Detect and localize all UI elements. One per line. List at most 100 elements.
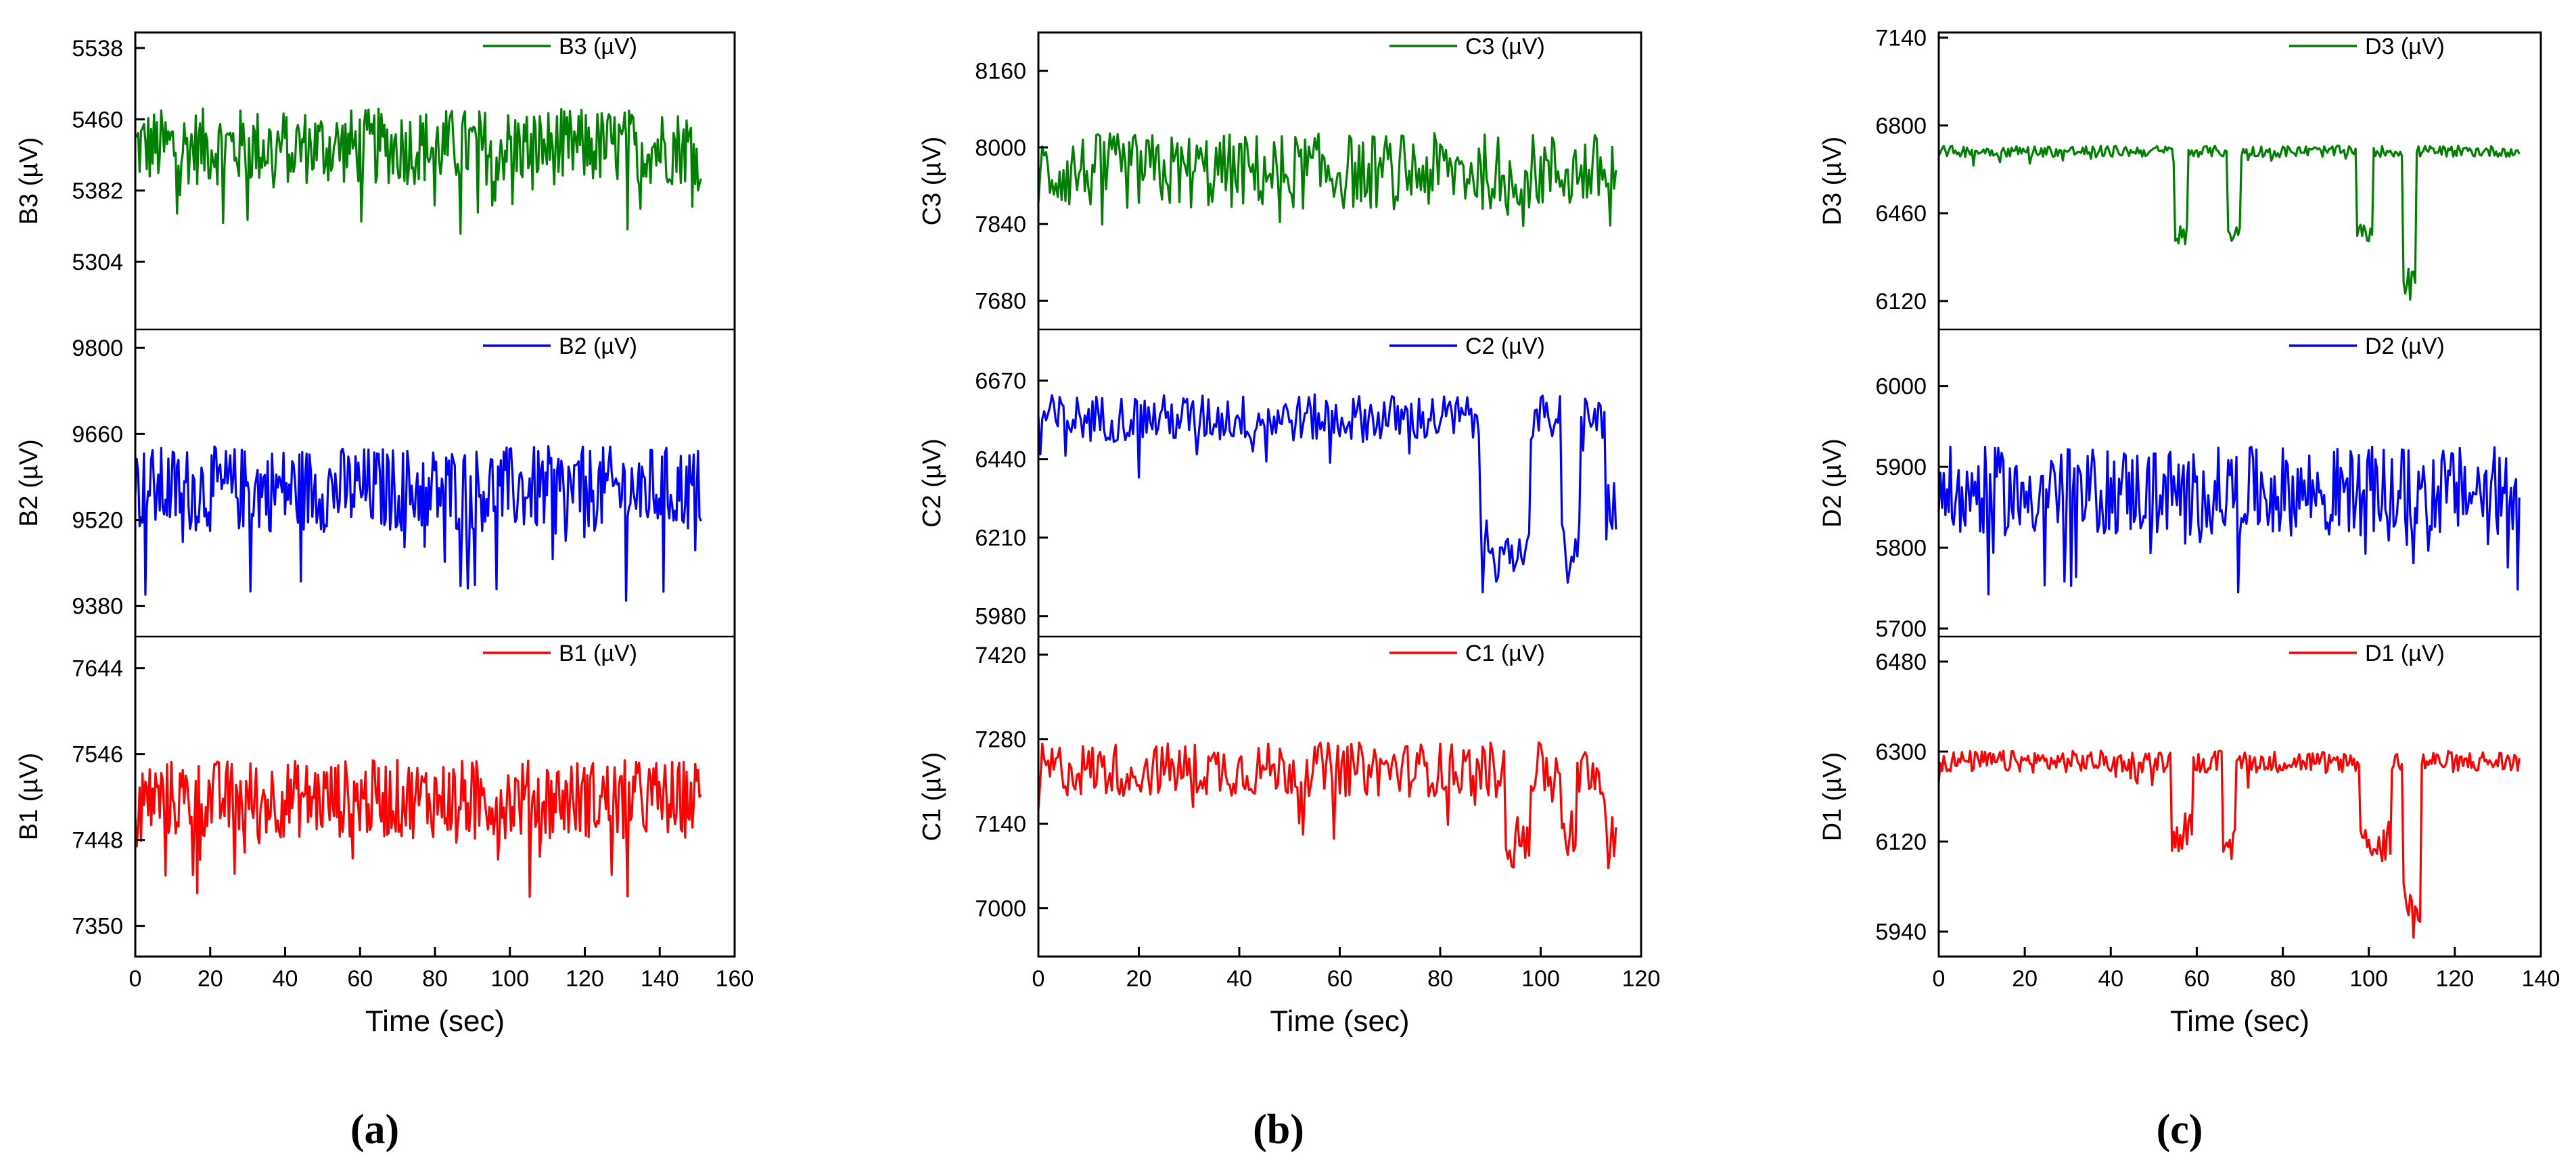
- x-axis-label: Time (sec): [2170, 1005, 2309, 1038]
- series-line-c2: [1037, 393, 1617, 594]
- y-tick-label: 5460: [72, 107, 123, 133]
- subplot-c3: 7680 7840 8000 8160 C3 (µV) C3 (µV): [918, 34, 1617, 315]
- y-tick-label: 7280: [975, 727, 1026, 753]
- subplot-c1: 7000 7140 7280 7420 C1 (µV) C1 (µV): [918, 635, 1641, 922]
- plot-frame: [1937, 31, 2542, 958]
- x-tick-label: 80: [1427, 966, 1453, 992]
- y-axis-label: B2 (µV): [15, 439, 43, 527]
- panel-b: 7680 7840 8000 8160 C3 (µV) C3 (µV) 5980 6210 64…: [918, 31, 1661, 1153]
- panel-tag: (b): [1253, 1107, 1304, 1153]
- x-tick-label: 60: [347, 966, 373, 992]
- y-tick-label: 6120: [1875, 289, 1927, 315]
- legend-label: D1 (µV): [2365, 641, 2445, 666]
- x-tick-label: 0: [129, 966, 142, 992]
- legend-label: B3 (µV): [559, 34, 637, 60]
- x-tick-label: 80: [422, 966, 448, 992]
- x-tick-label: 100: [2349, 966, 2388, 992]
- x-tick-label: 40: [273, 966, 298, 992]
- y-tick-label: 5980: [975, 604, 1026, 630]
- y-tick-label: 5900: [1875, 455, 1927, 480]
- y-axis-label: C2 (µV): [918, 438, 946, 528]
- x-tick-label: 120: [566, 966, 604, 992]
- y-tick-label: 7140: [1875, 26, 1927, 51]
- y-tick-label: 6300: [1875, 739, 1927, 765]
- y-tick-label: 6800: [1875, 113, 1927, 139]
- y-tick-label: 7000: [975, 896, 1026, 922]
- y-tick-label: 6670: [975, 369, 1026, 394]
- subplot-b1: 7350 7448 7546 7644 B1 (µV) B1 (µV): [15, 635, 735, 940]
- y-axis-label: B3 (µV): [15, 137, 43, 225]
- legend-label: C2 (µV): [1465, 334, 1545, 359]
- panel-c: 6120 6460 6800 7140 D3 (µV) D3 (µV) 5700 5800 59…: [1818, 26, 2560, 1153]
- y-tick-label: 7140: [975, 812, 1026, 837]
- series-line-d1: [1937, 750, 2521, 939]
- y-tick-label: 7644: [72, 656, 123, 682]
- y-tick-label: 7420: [975, 643, 1026, 668]
- y-tick-label: 5700: [1875, 616, 1927, 642]
- x-tick-label: 120: [1622, 966, 1661, 992]
- y-tick-label: 6120: [1875, 829, 1927, 855]
- series-line-d3: [1937, 144, 2521, 301]
- series-line-c1: [1037, 741, 1617, 869]
- y-tick-label: 9520: [72, 507, 123, 533]
- y-tick-label: 7680: [975, 289, 1026, 315]
- y-tick-label: 8160: [975, 59, 1026, 85]
- y-tick-label: 6460: [1875, 201, 1927, 227]
- y-axis-label: C1 (µV): [918, 752, 946, 842]
- subplot-d2: 5700 5800 5900 6000 D2 (µV) D2 (µV): [1818, 328, 2541, 642]
- y-tick-label: 6000: [1875, 374, 1927, 400]
- y-tick-label: 5304: [72, 250, 123, 275]
- y-tick-label: 8000: [975, 135, 1026, 161]
- series-line-b3: [134, 108, 702, 235]
- x-tick-label: 40: [1226, 966, 1252, 992]
- y-tick-label: 6440: [975, 447, 1026, 473]
- subplot-d1: 5940 6120 6300 6480 D1 (µV) D1 (µV): [1818, 635, 2541, 945]
- y-axis-label: D2 (µV): [1818, 438, 1847, 528]
- y-tick-label: 7350: [72, 914, 123, 940]
- series-line-d2: [1937, 445, 2521, 596]
- legend-label: C1 (µV): [1465, 641, 1545, 666]
- legend-label: B2 (µV): [559, 334, 637, 359]
- y-tick-label: 9800: [72, 336, 123, 361]
- y-tick-label: 9380: [72, 594, 123, 620]
- x-tick-label: 100: [490, 966, 529, 992]
- x-tick-label: 40: [2098, 966, 2123, 992]
- panel-tag: (a): [350, 1107, 399, 1153]
- x-tick-label: 140: [641, 966, 679, 992]
- y-tick-label: 5800: [1875, 536, 1927, 561]
- x-tick-label: 60: [1327, 966, 1353, 992]
- y-tick-label: 6210: [975, 526, 1026, 551]
- x-tick-label: 120: [2435, 966, 2474, 992]
- subplot-b3: 5304 5382 5460 5538 B3 (µV) B3 (µV): [15, 34, 702, 275]
- x-tick-label: 160: [716, 966, 754, 992]
- y-axis-label: B1 (µV): [15, 753, 43, 841]
- series-line-c3: [1037, 132, 1617, 227]
- legend-label: C3 (µV): [1465, 34, 1545, 60]
- y-axis-label: D3 (µV): [1818, 137, 1847, 226]
- x-tick-label: 20: [2012, 966, 2038, 992]
- x-tick-label: 20: [198, 966, 223, 992]
- legend-label: D3 (µV): [2365, 34, 2445, 60]
- y-axis-label: C3 (µV): [918, 137, 946, 226]
- x-tick-label: 0: [1933, 966, 1946, 992]
- x-tick-label: 140: [2522, 966, 2560, 992]
- panel-a: 5304 5382 5460 5538 B3 (µV) B3 (µV) 9380 9520 96…: [15, 31, 754, 1153]
- y-tick-label: 9660: [72, 421, 123, 447]
- series-line-b1: [134, 758, 702, 898]
- y-axis-label: D1 (µV): [1818, 752, 1847, 842]
- x-tick-label: 100: [1521, 966, 1560, 992]
- subplot-d3: 6120 6460 6800 7140 D3 (µV) D3 (µV): [1818, 26, 2521, 315]
- subplot-c2: 5980 6210 6440 6670 C2 (µV) C2 (µV): [918, 328, 1641, 630]
- y-tick-label: 5940: [1875, 919, 1927, 945]
- legend-label: B1 (µV): [559, 641, 637, 666]
- series-line-b2: [134, 444, 702, 602]
- x-axis-label: Time (sec): [1270, 1005, 1409, 1038]
- y-tick-label: 5382: [72, 179, 123, 204]
- legend-label: D2 (µV): [2365, 334, 2445, 359]
- y-tick-label: 7840: [975, 212, 1026, 237]
- y-tick-label: 7448: [72, 828, 123, 854]
- y-tick-label: 6480: [1875, 649, 1927, 675]
- y-tick-label: 7546: [72, 742, 123, 768]
- x-tick-label: 80: [2270, 966, 2296, 992]
